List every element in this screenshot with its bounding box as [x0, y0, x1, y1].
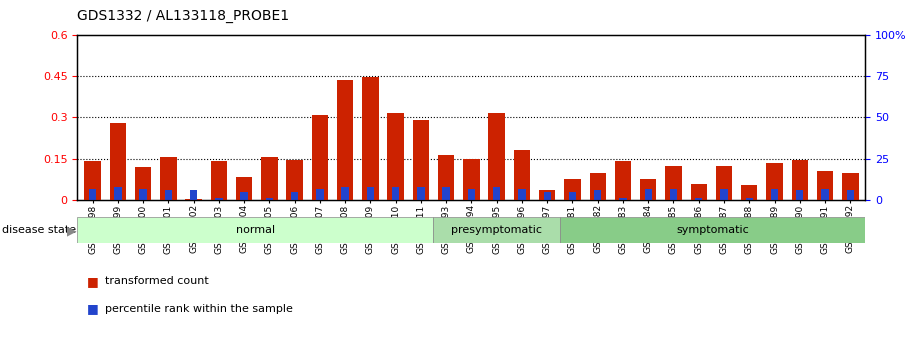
Bar — [518, 188, 526, 200]
Bar — [135, 167, 151, 200]
Bar — [139, 188, 147, 200]
Bar — [589, 172, 606, 200]
Bar — [846, 190, 854, 200]
Bar — [691, 184, 707, 200]
Bar — [721, 188, 728, 200]
Bar — [564, 179, 580, 200]
Bar — [568, 192, 576, 200]
Text: ■: ■ — [87, 302, 98, 315]
Bar — [241, 192, 248, 200]
Text: GDS1332 / AL133118_PROBE1: GDS1332 / AL133118_PROBE1 — [77, 9, 290, 23]
Bar — [286, 160, 302, 200]
Bar — [316, 188, 323, 200]
Bar — [792, 160, 808, 200]
Bar — [745, 198, 753, 200]
Bar — [363, 77, 379, 200]
Text: ■: ■ — [87, 275, 98, 288]
Text: disease state: disease state — [2, 226, 76, 235]
Bar — [89, 188, 97, 200]
Bar — [670, 188, 677, 200]
Bar — [665, 166, 681, 200]
Bar — [771, 188, 778, 200]
Text: transformed count: transformed count — [105, 276, 209, 286]
Bar — [236, 177, 252, 200]
Bar — [615, 161, 631, 200]
Bar — [514, 150, 530, 200]
Bar — [640, 179, 657, 200]
Bar — [438, 155, 455, 200]
Bar — [85, 161, 101, 200]
Text: percentile rank within the sample: percentile rank within the sample — [105, 304, 292, 314]
Text: presymptomatic: presymptomatic — [451, 225, 542, 235]
Bar — [741, 185, 757, 200]
Text: symptomatic: symptomatic — [677, 225, 750, 235]
Text: normal: normal — [236, 225, 275, 235]
Bar — [443, 187, 450, 200]
Bar — [467, 188, 476, 200]
Bar — [822, 188, 829, 200]
Bar — [186, 199, 202, 200]
Bar — [560, 217, 865, 243]
Bar — [463, 159, 480, 200]
Bar — [716, 166, 732, 200]
Bar — [619, 198, 627, 200]
Bar — [392, 187, 399, 200]
Bar — [417, 187, 425, 200]
Bar — [312, 115, 328, 200]
Bar — [189, 190, 198, 200]
Text: ▶: ▶ — [67, 224, 77, 237]
Bar — [796, 190, 804, 200]
Bar — [109, 123, 126, 200]
Bar — [114, 187, 121, 200]
Bar — [342, 187, 349, 200]
Bar — [266, 198, 273, 200]
Bar — [695, 198, 702, 200]
Bar — [261, 157, 278, 200]
Bar — [165, 190, 172, 200]
Bar — [544, 192, 551, 200]
Bar — [160, 157, 177, 200]
Bar — [291, 192, 298, 200]
Bar — [645, 188, 652, 200]
Bar — [337, 80, 353, 200]
Bar — [842, 172, 858, 200]
Bar — [493, 187, 500, 200]
Bar — [367, 187, 374, 200]
Bar — [594, 190, 601, 200]
Bar — [434, 217, 560, 243]
Bar — [210, 161, 227, 200]
Bar — [766, 163, 783, 200]
Bar — [817, 171, 834, 200]
Bar — [77, 217, 434, 243]
Bar — [488, 113, 505, 200]
Bar — [539, 190, 556, 200]
Bar — [215, 198, 222, 200]
Bar — [413, 120, 429, 200]
Bar — [387, 113, 404, 200]
